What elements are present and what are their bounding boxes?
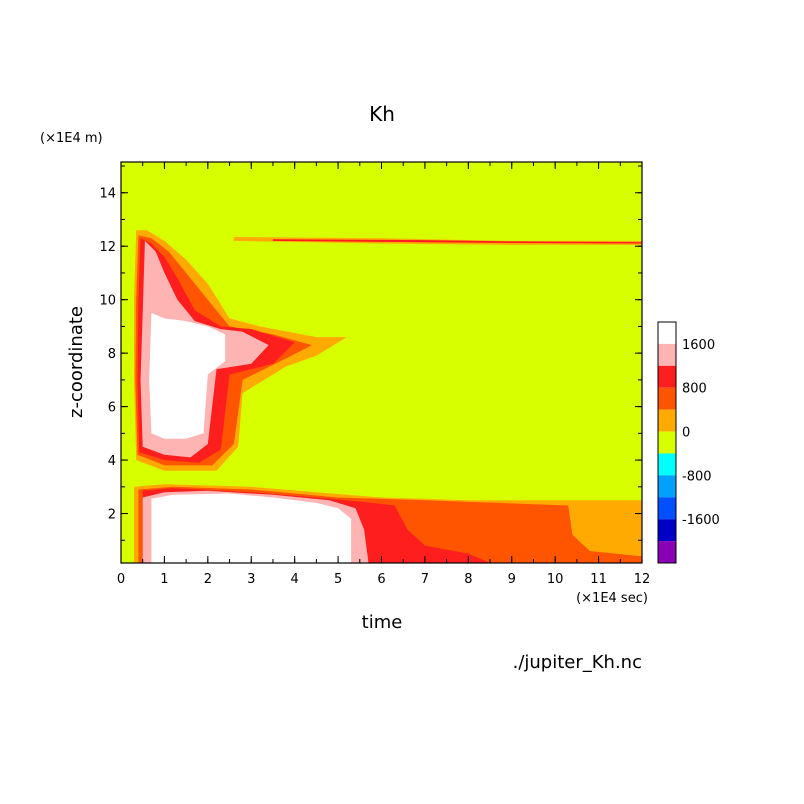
y-tick-label: 10 [99, 294, 116, 309]
y-unit-label: (×1E4 m) [40, 131, 103, 146]
colorbar-swatch [658, 431, 676, 454]
x-tick-label: 12 [634, 572, 651, 587]
colorbar-tick-label: -800 [682, 469, 712, 484]
x-tick-label: 8 [464, 572, 472, 587]
y-tick-label: 4 [108, 454, 116, 469]
x-tick-label: 1 [160, 572, 168, 587]
x-tick-label: 4 [291, 572, 299, 587]
x-axis: 0 1 2 3 4 5 6 7 8 9 10 11 12 [117, 162, 650, 587]
contour-region-9 [149, 313, 226, 439]
colorbar-swatch [658, 519, 676, 542]
y-tick-label: 12 [99, 240, 116, 255]
x-tick-label: 6 [377, 572, 385, 587]
colorbar-swatch [658, 453, 676, 476]
source-file-label: ./jupiter_Kh.nc [513, 652, 642, 673]
x-tick-label: 0 [117, 572, 125, 587]
y-axis-label: z-coordinate [66, 306, 87, 418]
y-tick-label: 8 [108, 347, 116, 362]
colorbar-tick-label: 1600 [682, 338, 715, 353]
colorbar-swatch [658, 475, 676, 498]
colorbar-frame [657, 321, 677, 564]
x-tick-label: 11 [590, 572, 607, 587]
contour-region-4 [151, 493, 352, 563]
colorbar-swatch [658, 365, 676, 388]
colorbar-swatch [658, 387, 676, 410]
colorbar: 1600 800 0 -800 -1600 [657, 321, 720, 564]
y-axis: 2 4 6 8 10 12 14 [99, 165, 642, 541]
colorbar-tick-label: -1600 [682, 513, 720, 528]
contour-regions [134, 230, 642, 563]
colorbar-tick-label: 800 [682, 382, 707, 397]
x-tick-label: 3 [247, 572, 255, 587]
x-unit-label: (×1E4 sec) [576, 591, 648, 606]
x-tick-label: 7 [421, 572, 429, 587]
x-tick-label: 10 [547, 572, 564, 587]
contour-region-11 [273, 239, 642, 244]
colorbar-swatch [658, 409, 676, 432]
x-tick-label: 5 [334, 572, 342, 587]
x-tick-label: 2 [204, 572, 212, 587]
x-axis-label: time [362, 612, 403, 633]
chart-title: Kh [369, 102, 395, 126]
x-tick-label: 9 [508, 572, 516, 587]
y-tick-label: 2 [108, 508, 116, 523]
colorbar-swatch [658, 497, 676, 520]
colorbar-swatch [658, 343, 676, 366]
y-tick-label: 14 [99, 187, 116, 202]
colorbar-swatch [658, 322, 676, 344]
colorbar-swatch [658, 541, 676, 563]
colorbar-tick-label: 0 [682, 426, 690, 441]
y-tick-label: 6 [108, 401, 116, 416]
